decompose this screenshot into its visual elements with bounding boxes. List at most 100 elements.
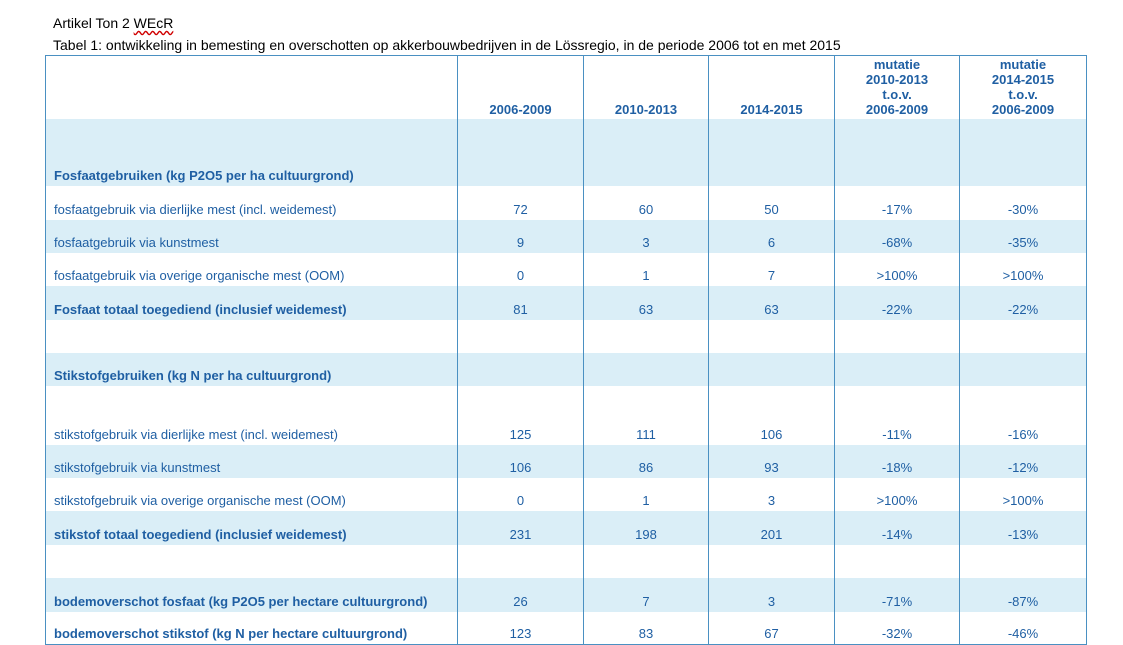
cell-col-2: 1	[583, 477, 709, 511]
table-caption: Tabel 1: ontwikkeling in bemesting en ov…	[53, 37, 841, 53]
cell-col-4	[834, 118, 960, 153]
cell-col-4: -11%	[834, 410, 960, 445]
cell-col-2: 60	[583, 185, 709, 220]
row-label: bodemoverschot stikstof (kg N per hectar…	[45, 611, 458, 645]
cell-col-4: -22%	[834, 285, 960, 320]
header-mutation-2: mutatie 2014-2015 t.o.v. 2006-2009	[959, 55, 1087, 119]
table-row: Fosfaatgebruiken (kg P2O5 per ha cultuur…	[45, 152, 1087, 186]
cell-col-2: 7	[583, 577, 709, 612]
cell-col-4: >100%	[834, 477, 960, 511]
cell-col-5	[959, 118, 1087, 153]
data-table: 2006-2009 2010-2013 2014-2015 mutatie 20…	[45, 55, 1087, 645]
cell-col-5: -22%	[959, 285, 1087, 320]
table-row: fosfaatgebruik via overige organische me…	[45, 252, 1087, 286]
cell-col-2	[583, 152, 709, 186]
table-row: Fosfaat totaal toegediend (inclusief wei…	[45, 285, 1087, 320]
cell-col-3	[708, 152, 835, 186]
header-mutation-2-line1: mutatie	[999, 56, 1047, 72]
cell-col-1: 81	[457, 285, 584, 320]
cell-col-4: -68%	[834, 219, 960, 253]
header-mutation-1-line4: 2006-2009	[865, 101, 929, 117]
cell-col-1: 9	[457, 219, 584, 253]
row-label: stikstofgebruik via overige organische m…	[45, 477, 458, 511]
cell-col-5: >100%	[959, 252, 1087, 286]
table-row: bodemoverschot fosfaat (kg P2O5 per hect…	[45, 577, 1087, 612]
header-mutation-1: mutatie 2010-2013 t.o.v. 2006-2009	[834, 55, 960, 119]
table-row: stikstof totaal toegediend (inclusief we…	[45, 510, 1087, 545]
table-body: Fosfaatgebruiken (kg P2O5 per ha cultuur…	[45, 118, 1087, 645]
row-label: stikstofgebruik via dierlijke mest (incl…	[45, 410, 458, 445]
cell-col-1: 72	[457, 185, 584, 220]
row-label: Fosfaat totaal toegediend (inclusief wei…	[45, 285, 458, 320]
cell-col-4	[834, 152, 960, 186]
header-period-3: 2014-2015	[708, 55, 835, 119]
row-label	[45, 319, 458, 353]
cell-col-5: -16%	[959, 410, 1087, 445]
cell-col-1: 123	[457, 611, 584, 645]
cell-col-2	[583, 385, 709, 411]
cell-col-4: -14%	[834, 510, 960, 545]
cell-col-3: 50	[708, 185, 835, 220]
cell-col-1	[457, 118, 584, 153]
cell-col-5: -30%	[959, 185, 1087, 220]
cell-col-3: 3	[708, 577, 835, 612]
table-row: stikstofgebruik via dierlijke mest (incl…	[45, 410, 1087, 445]
cell-col-2: 111	[583, 410, 709, 445]
cell-col-2	[583, 352, 709, 386]
cell-col-4: -32%	[834, 611, 960, 645]
cell-col-3: 201	[708, 510, 835, 545]
article-title-wecr: WEcR	[133, 15, 174, 31]
cell-col-1	[457, 385, 584, 411]
table-row	[45, 544, 1087, 578]
header-mutation-1-line2: 2010-2013	[865, 71, 929, 87]
cell-col-1	[457, 319, 584, 353]
cell-col-1: 106	[457, 444, 584, 478]
row-label	[45, 544, 458, 578]
cell-col-1: 26	[457, 577, 584, 612]
cell-col-5	[959, 319, 1087, 353]
cell-col-3: 67	[708, 611, 835, 645]
cell-col-5: -12%	[959, 444, 1087, 478]
cell-col-4: -71%	[834, 577, 960, 612]
cell-col-1	[457, 544, 584, 578]
cell-col-2: 86	[583, 444, 709, 478]
cell-col-4: >100%	[834, 252, 960, 286]
header-mutation-2-line2: 2014-2015	[991, 71, 1055, 87]
cell-col-3: 6	[708, 219, 835, 253]
cell-col-3: 3	[708, 477, 835, 511]
row-label: stikstof totaal toegediend (inclusief we…	[45, 510, 458, 545]
cell-col-2: 1	[583, 252, 709, 286]
table-row: bodemoverschot stikstof (kg N per hectar…	[45, 611, 1087, 645]
cell-col-2: 83	[583, 611, 709, 645]
cell-col-2: 63	[583, 285, 709, 320]
cell-col-5: -46%	[959, 611, 1087, 645]
row-label: fosfaatgebruik via dierlijke mest (incl.…	[45, 185, 458, 220]
cell-col-1: 0	[457, 477, 584, 511]
cell-col-1	[457, 152, 584, 186]
cell-col-5: -87%	[959, 577, 1087, 612]
cell-col-3: 93	[708, 444, 835, 478]
cell-col-3	[708, 385, 835, 411]
cell-col-4	[834, 352, 960, 386]
header-period-1: 2006-2009	[457, 55, 584, 119]
article-title: Artikel Ton 2 WEcR	[53, 15, 173, 31]
cell-col-2	[583, 319, 709, 353]
cell-col-4	[834, 385, 960, 411]
table-row: stikstofgebruik via overige organische m…	[45, 477, 1087, 511]
cell-col-3	[708, 352, 835, 386]
header-mutation-2-line4: 2006-2009	[991, 101, 1055, 117]
cell-col-3	[708, 544, 835, 578]
cell-col-5: -35%	[959, 219, 1087, 253]
row-label: fosfaatgebruik via kunstmest	[45, 219, 458, 253]
cell-col-5	[959, 544, 1087, 578]
cell-col-1: 125	[457, 410, 584, 445]
table-row: fosfaatgebruik via dierlijke mest (incl.…	[45, 185, 1087, 220]
cell-col-3: 106	[708, 410, 835, 445]
cell-col-5: -13%	[959, 510, 1087, 545]
row-label: Fosfaatgebruiken (kg P2O5 per ha cultuur…	[45, 152, 458, 186]
article-title-prefix: Artikel Ton 2	[53, 15, 134, 31]
header-mutation-1-line1: mutatie	[873, 56, 921, 72]
cell-col-5	[959, 385, 1087, 411]
cell-col-3: 7	[708, 252, 835, 286]
cell-col-4	[834, 544, 960, 578]
